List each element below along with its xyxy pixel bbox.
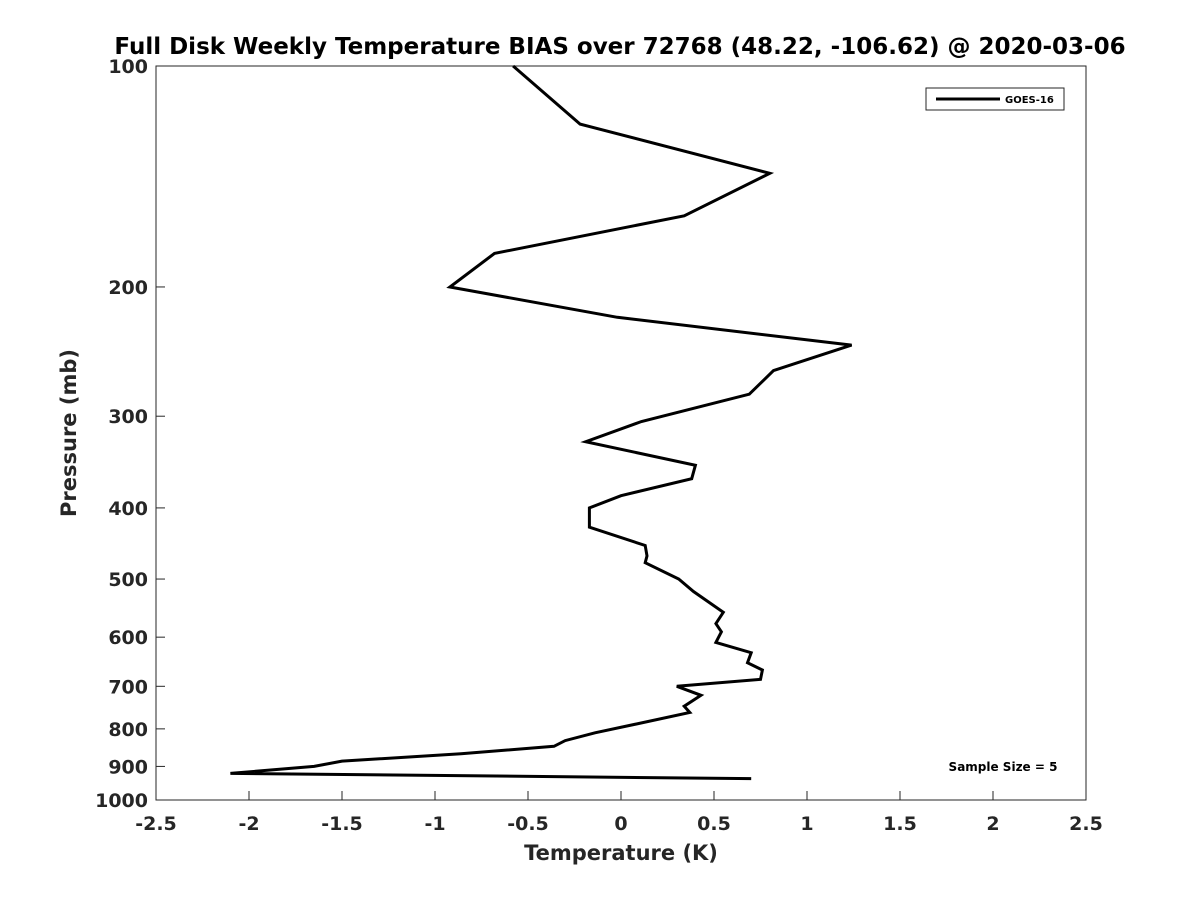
y-tick-label: 400 (108, 498, 148, 520)
y-tick-label: 1000 (95, 790, 148, 812)
x-tick-label: 2.5 (1069, 813, 1103, 835)
x-tick-label: 0 (614, 813, 627, 835)
axes-frame (155, 65, 1087, 801)
x-tick-label: 0.5 (697, 813, 731, 835)
y-tick-label: 200 (108, 277, 148, 299)
y-tick-label: 800 (108, 719, 148, 741)
plot-area: -2.5 -2 -1.5 -1 -0.5 0 0.5 1 1.5 2 2.5 100 200 300 40… (95, 56, 1103, 835)
y-axis-ticks: 100 200 300 400 500 600 700 800 900 1000 (95, 56, 165, 812)
x-tick-label: -0.5 (507, 813, 549, 835)
x-axis-label: Temperature (K) (524, 841, 718, 865)
series-layer (230, 64, 853, 781)
x-tick-label: 1 (800, 813, 813, 835)
y-tick-label: 100 (108, 56, 148, 78)
legend: GOES-16 (925, 87, 1065, 111)
x-axis-ticks: -2.5 -2 -1.5 -1 -0.5 0 0.5 1 1.5 2 2.5 (135, 791, 1103, 835)
x-tick-label: 2 (986, 813, 999, 835)
x-tick-label: -1.5 (321, 813, 363, 835)
x-tick-label: 1.5 (883, 813, 917, 835)
chart-title: Full Disk Weekly Temperature BIAS over 7… (114, 34, 1125, 60)
y-tick-label: 700 (108, 676, 148, 698)
legend-label-goes-16: GOES-16 (1005, 95, 1054, 106)
sample-size-annotation: Sample Size = 5 (949, 760, 1058, 774)
y-tick-label: 300 (108, 406, 148, 428)
y-axis-label: Pressure (mb) (57, 349, 81, 517)
x-tick-label: -2 (238, 813, 259, 835)
x-tick-label: -1 (424, 813, 445, 835)
y-tick-label: 900 (108, 756, 148, 778)
y-tick-label: 600 (108, 627, 148, 649)
series-line-goes-16 (230, 64, 853, 781)
x-tick-label: -2.5 (135, 813, 177, 835)
y-tick-label: 500 (108, 569, 148, 591)
